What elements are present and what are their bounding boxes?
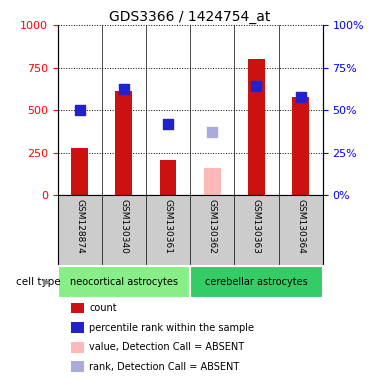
Bar — [115, 91, 132, 195]
Text: GSM130361: GSM130361 — [164, 199, 173, 254]
Point — [121, 86, 127, 92]
Bar — [71, 147, 88, 195]
Text: GSM128874: GSM128874 — [75, 199, 84, 253]
Text: cell type: cell type — [16, 277, 61, 287]
Text: GSM130363: GSM130363 — [252, 199, 261, 254]
Bar — [71, 303, 84, 313]
Point — [209, 129, 215, 135]
Text: value, Detection Call = ABSENT: value, Detection Call = ABSENT — [89, 342, 244, 352]
Title: GDS3366 / 1424754_at: GDS3366 / 1424754_at — [109, 10, 271, 24]
Text: percentile rank within the sample: percentile rank within the sample — [89, 323, 255, 333]
Text: GSM130364: GSM130364 — [296, 199, 305, 254]
Text: neocortical astrocytes: neocortical astrocytes — [70, 277, 178, 287]
Point — [165, 121, 171, 127]
Text: rank, Detection Call = ABSENT: rank, Detection Call = ABSENT — [89, 362, 240, 372]
Bar — [292, 96, 309, 195]
Bar — [71, 342, 84, 353]
Text: GSM130340: GSM130340 — [119, 199, 128, 254]
Bar — [190, 266, 323, 298]
Point — [77, 107, 83, 113]
Text: cerebellar astrocytes: cerebellar astrocytes — [205, 277, 308, 287]
Bar — [71, 361, 84, 372]
Point — [253, 83, 259, 89]
Bar — [160, 159, 177, 195]
Point — [298, 93, 303, 99]
Bar — [58, 266, 190, 298]
Text: count: count — [89, 303, 117, 313]
Bar — [248, 59, 265, 195]
Text: GSM130362: GSM130362 — [208, 199, 217, 254]
Bar — [204, 168, 221, 195]
Bar — [71, 322, 84, 333]
